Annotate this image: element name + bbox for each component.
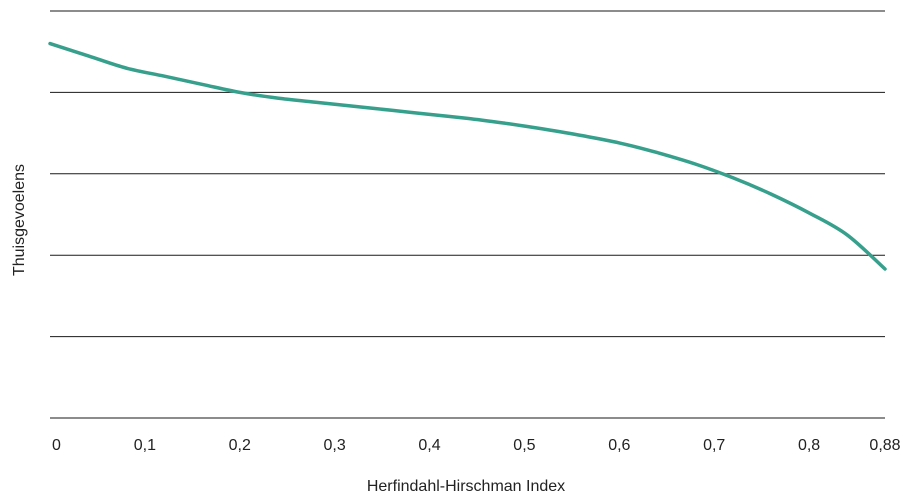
x-tick-labels: 0 0,1 0,2 0,3 0,4 0,5 0,6 0,7 0,8 0,88 xyxy=(52,437,901,454)
x-tick-label: 0,5 xyxy=(513,437,535,454)
x-tick-label: 0,8 xyxy=(798,437,820,454)
series-line-0 xyxy=(48,41,887,271)
gridlines xyxy=(50,10,885,419)
x-tick-label: 0,4 xyxy=(418,437,440,454)
x-tick-label: 0,6 xyxy=(608,437,630,454)
x-axis-label: Herfindahl-Hirschman Index xyxy=(367,478,565,495)
x-tick-label: 0,7 xyxy=(703,437,725,454)
x-tick-label: 0,88 xyxy=(869,437,900,454)
y-axis-label: Thuisgevoelens xyxy=(11,164,28,276)
x-tick-label: 0,2 xyxy=(229,437,251,454)
x-tick-label: 0 xyxy=(52,437,61,454)
x-tick-label: 0,1 xyxy=(134,437,156,454)
series-lines xyxy=(48,41,887,271)
x-tick-label: 0,3 xyxy=(324,437,346,454)
